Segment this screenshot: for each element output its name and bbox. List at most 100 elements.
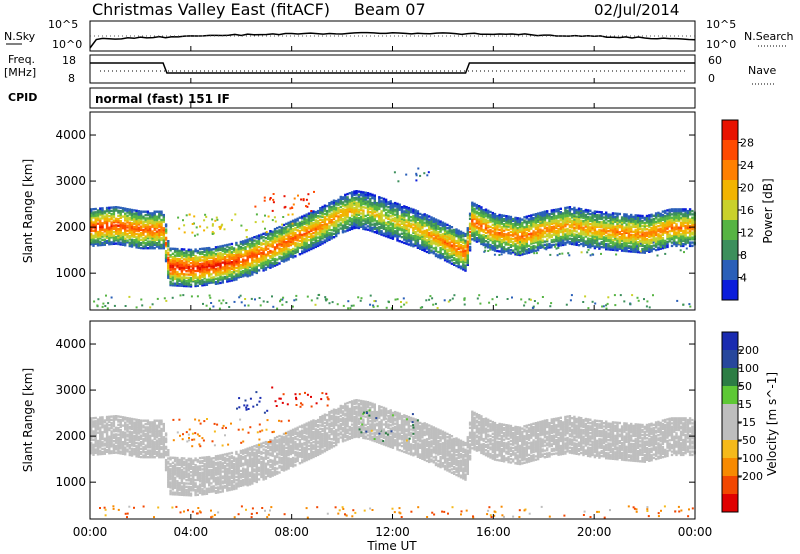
power-cell xyxy=(307,219,311,222)
power-cell xyxy=(230,246,234,249)
power-cell xyxy=(149,213,152,217)
power-cell xyxy=(366,197,370,200)
power-cell xyxy=(285,227,288,231)
power-cell xyxy=(348,210,351,213)
power-cell xyxy=(434,228,438,231)
power-cell xyxy=(575,220,578,223)
power-cell xyxy=(151,223,154,227)
power-cell xyxy=(618,226,621,229)
power-cell xyxy=(512,226,515,229)
power-cell xyxy=(214,272,218,276)
power-cell xyxy=(341,231,345,234)
power-cell xyxy=(598,220,601,224)
power-cell xyxy=(559,244,562,247)
power-cell xyxy=(398,226,401,230)
power-cell xyxy=(437,224,440,227)
power-cell xyxy=(641,233,644,236)
power-cell xyxy=(584,208,587,212)
power-cell xyxy=(178,279,181,282)
power-cell xyxy=(312,216,315,220)
power-cell xyxy=(673,234,676,238)
power-cell xyxy=(135,212,138,216)
power-cell xyxy=(641,251,644,254)
power-cell xyxy=(128,244,131,248)
power-cell xyxy=(521,230,524,233)
power-cell xyxy=(398,235,401,238)
power-cell xyxy=(478,215,481,218)
power-cell xyxy=(568,240,572,244)
power-cell xyxy=(375,201,379,205)
power-cell xyxy=(598,232,601,235)
power-cell xyxy=(419,244,422,247)
power-cell xyxy=(137,211,140,215)
power-cell xyxy=(391,212,395,216)
power-cell xyxy=(548,246,551,249)
power-cell xyxy=(149,222,152,225)
power-cell xyxy=(171,257,175,260)
power-cell xyxy=(291,239,295,242)
power-cell xyxy=(130,210,134,213)
power-cell xyxy=(407,216,410,220)
power-cell xyxy=(316,209,320,213)
power-cell xyxy=(112,241,116,244)
power-cell xyxy=(684,243,687,246)
power-cell xyxy=(99,235,102,238)
power-cell xyxy=(443,234,447,237)
power-cell xyxy=(276,253,279,256)
power-cell xyxy=(561,218,565,222)
power-cell xyxy=(582,231,585,234)
power-cell xyxy=(375,220,379,223)
power-cell xyxy=(482,240,485,243)
power-cell xyxy=(267,262,270,265)
power-cell xyxy=(523,234,526,237)
power-cell xyxy=(443,249,447,252)
power-cell xyxy=(405,234,408,237)
power-cell xyxy=(214,267,218,271)
power-cell xyxy=(307,238,311,242)
power-cell xyxy=(450,231,454,234)
power-cell xyxy=(516,217,519,220)
power-cell xyxy=(210,279,213,283)
power-cell xyxy=(115,219,118,222)
power-cell xyxy=(314,222,317,225)
power-cell xyxy=(169,283,172,287)
power-cell xyxy=(151,243,154,247)
power-cell xyxy=(248,252,252,255)
power-cell xyxy=(525,235,528,238)
power-cell xyxy=(353,206,356,210)
power-cell xyxy=(344,208,347,211)
power-cell xyxy=(480,212,483,216)
power-cell xyxy=(314,234,317,237)
power-cell xyxy=(636,250,640,254)
power-cell xyxy=(505,238,508,241)
power-cell xyxy=(657,248,660,251)
power-cell xyxy=(455,251,458,254)
power-cell xyxy=(396,237,399,240)
power-cell xyxy=(675,211,678,214)
power-cell xyxy=(650,218,653,221)
power-cell xyxy=(670,208,674,211)
power-cell xyxy=(230,261,234,264)
power-cell xyxy=(611,230,615,233)
power-cell xyxy=(237,252,240,256)
power-cell xyxy=(323,236,327,239)
power-cell xyxy=(464,267,467,271)
power-cell xyxy=(242,241,245,245)
power-cell xyxy=(525,215,528,218)
power-cell xyxy=(264,233,268,236)
power-cell xyxy=(389,226,392,230)
power-cell xyxy=(289,227,292,230)
power-cell xyxy=(269,263,272,266)
power-cell xyxy=(137,221,140,224)
power-cell xyxy=(675,213,678,216)
power-cell xyxy=(643,236,646,239)
power-cell xyxy=(423,214,426,218)
power-cell xyxy=(235,258,238,261)
power-cell xyxy=(355,204,358,208)
power-cell xyxy=(242,275,245,278)
power-cell xyxy=(536,227,540,230)
power-cell xyxy=(620,224,624,227)
power-cell xyxy=(260,258,263,261)
power-cell xyxy=(257,259,261,262)
power-cell xyxy=(380,221,383,225)
